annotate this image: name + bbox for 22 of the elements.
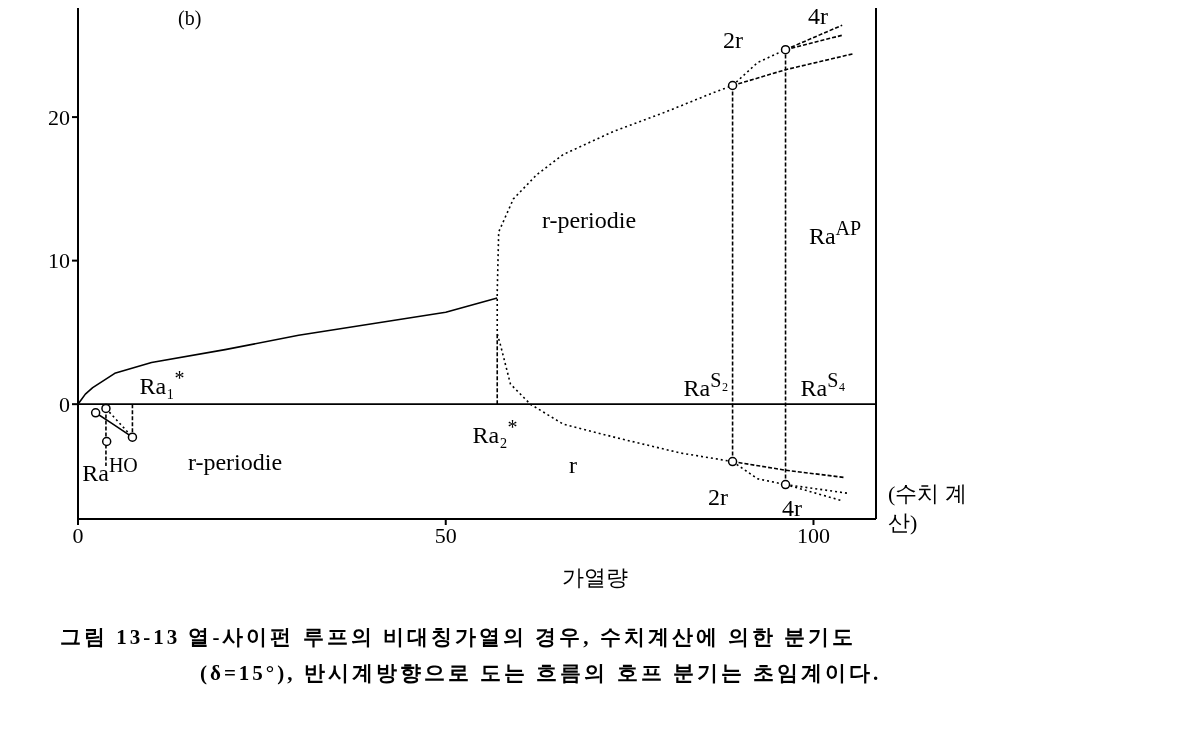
annotation: 4r: [808, 3, 828, 29]
annotation: Ra$^{AP}$: [808, 217, 862, 249]
annotation: 4r: [782, 495, 802, 521]
annotation: (b): [178, 7, 202, 29]
y-tick-label: 0: [59, 391, 70, 417]
text: (수치 계산): [888, 480, 968, 537]
x-tick-label: 100: [796, 522, 830, 548]
annotation: 2r: [708, 484, 728, 510]
y-tick-label: 10: [48, 248, 70, 274]
annotation: r-periodie: [541, 207, 637, 233]
y-tick-label: 20: [48, 104, 70, 130]
x-axis-title: 가열량: [562, 564, 628, 592]
annotation: r-periodie: [187, 449, 283, 475]
annotation: Ra$^{S₄}$: [800, 369, 846, 401]
x-tick-label: 50: [434, 522, 457, 548]
annotation: Ra$^{HO}$: [82, 454, 138, 486]
annotation: Ra₁$^{*}$: [139, 367, 185, 399]
caption: 그림 13-13 열-사이펀 루프의 비대칭가열의 경우, 수치계산에 의한 분기도 (δ=15°), 반시계방향으로 도는 흐름의 호프 분기는 초임계이다.: [60, 624, 883, 687]
annotation: Ra₂$^{*}$: [472, 416, 518, 448]
annotation: Ra$^{S₂}$: [683, 369, 729, 401]
annotation: r: [569, 452, 577, 478]
annotation: 2r: [723, 27, 743, 53]
